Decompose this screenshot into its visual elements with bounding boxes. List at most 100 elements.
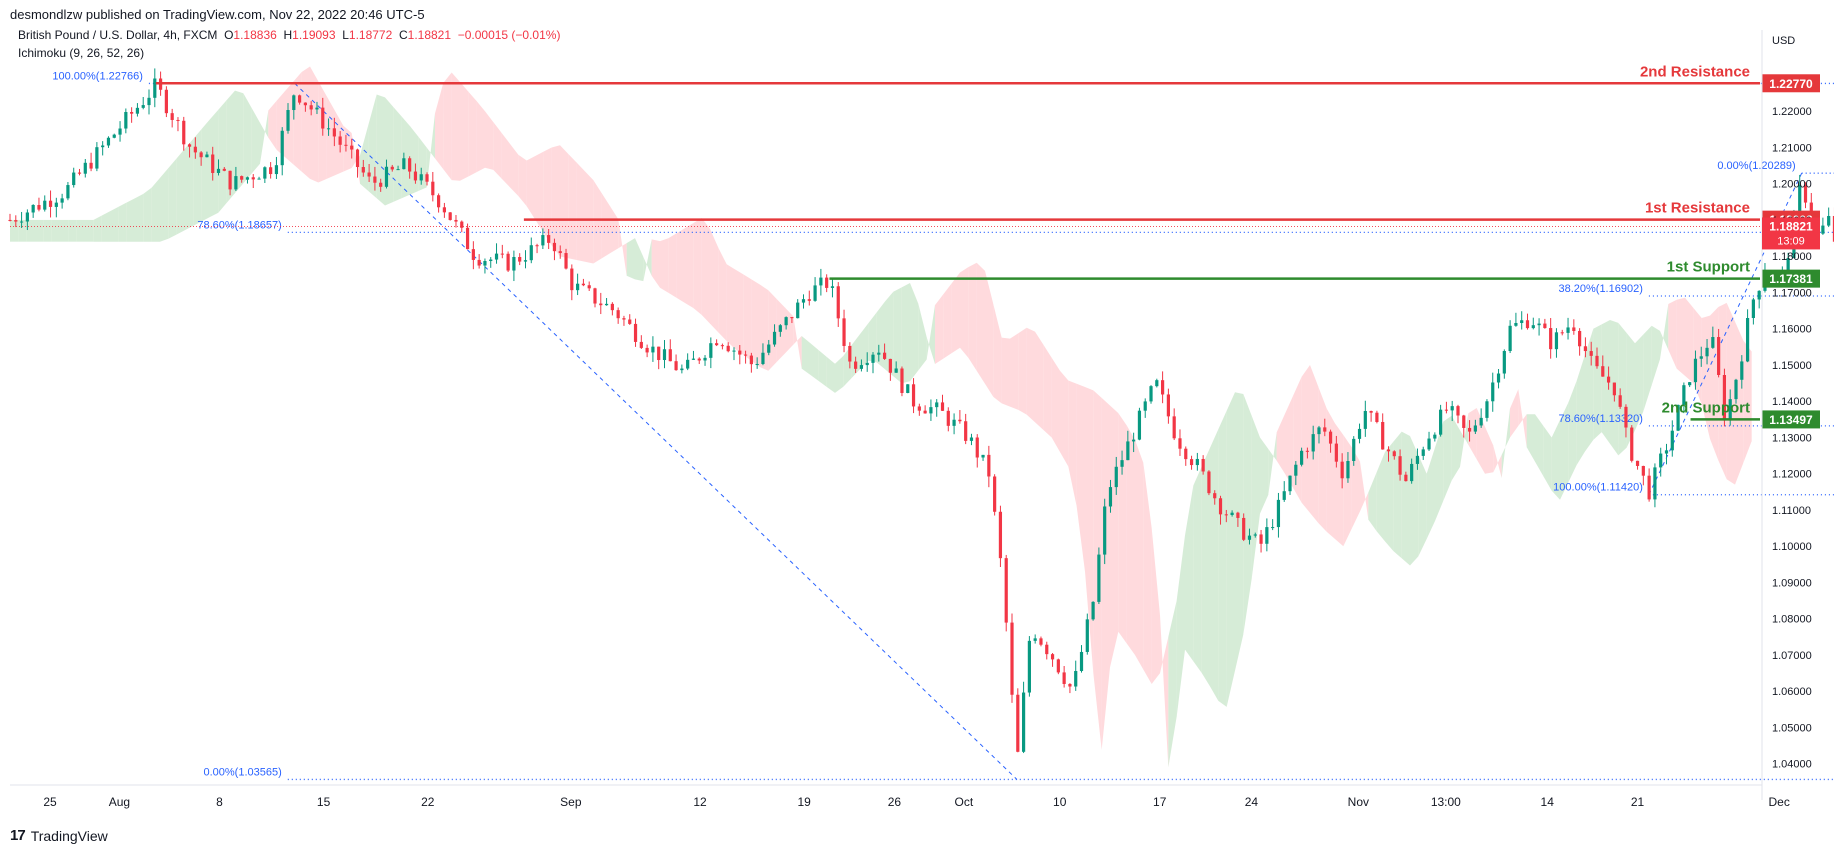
ichimoku-cloud-segment <box>143 187 152 242</box>
x-tick-label: 17 <box>1153 795 1167 809</box>
ichimoku-cloud-segment <box>293 72 302 172</box>
candle-body <box>1294 464 1298 476</box>
candle-body <box>894 368 898 373</box>
candle-body <box>25 212 29 222</box>
ichimoku-cloud-segment <box>768 290 777 371</box>
candle-body <box>257 178 261 180</box>
candle-body <box>686 359 690 369</box>
countdown-label: 13:09 <box>1777 235 1805 247</box>
ichimoku-cloud-segment <box>451 72 460 181</box>
x-tick-label: 10 <box>1053 795 1067 809</box>
x-tick-label: 21 <box>1631 795 1645 809</box>
ichimoku-cloud-segment <box>110 206 119 242</box>
tradingview-logo-icon: 17 <box>10 827 26 844</box>
candle-body <box>1253 534 1257 536</box>
ichimoku-cloud-segment <box>985 270 994 397</box>
candle-body <box>576 283 580 291</box>
candle-body <box>193 146 197 153</box>
ichimoku-cloud-segment <box>376 94 385 206</box>
ichimoku-cloud-segment <box>493 122 502 179</box>
candle-body <box>749 355 753 365</box>
candle-body <box>1161 380 1165 395</box>
candle-body <box>998 511 1003 559</box>
ichimoku-cloud-segment <box>126 198 135 242</box>
x-tick-label: 25 <box>43 795 57 809</box>
x-tick-label: Sep <box>560 795 582 809</box>
y-tick-label: 1.21000 <box>1772 142 1812 154</box>
ichimoku-cloud-segment <box>410 126 419 195</box>
candle-body <box>1050 654 1055 660</box>
y-tick-label: 1.06000 <box>1772 686 1812 698</box>
candle-body <box>1421 449 1425 456</box>
ichimoku-cloud-segment <box>960 267 969 358</box>
candle-body <box>1734 379 1738 400</box>
high-value: 1.19093 <box>292 28 336 42</box>
candle-body <box>1091 601 1095 620</box>
candle-body <box>361 167 365 173</box>
ichimoku-cloud-segment <box>1518 389 1527 448</box>
candle-body <box>1578 330 1582 347</box>
candle-body <box>726 345 730 352</box>
ichimoku-cloud-segment <box>1493 445 1502 479</box>
footer-brand[interactable]: 17 TradingView <box>10 827 108 844</box>
ichimoku-cloud-segment <box>643 239 652 282</box>
ichimoku-cloud-segment <box>635 238 644 282</box>
candle-body <box>616 310 620 319</box>
candle-body <box>523 260 528 262</box>
ichimoku-cloud-segment <box>1135 439 1144 670</box>
candle-body <box>483 261 487 266</box>
candle-body <box>1143 401 1147 411</box>
candle-body <box>923 410 927 414</box>
candle-body <box>877 352 881 355</box>
ichimoku-cloud-segment <box>1460 413 1469 467</box>
candle-body <box>1566 327 1570 333</box>
candle-body <box>1097 554 1101 602</box>
candle-body <box>437 195 441 208</box>
candle-body <box>1288 475 1292 492</box>
ichimoku-cloud-segment <box>1710 306 1719 461</box>
ichimoku-cloud-segment <box>1593 324 1602 440</box>
ichimoku-cloud-segment <box>785 307 794 354</box>
candle-body <box>48 200 53 207</box>
candle-body <box>19 221 24 223</box>
candle-body <box>558 251 562 254</box>
ichimoku-cloud-segment <box>1076 383 1085 572</box>
candle-body <box>205 154 209 158</box>
x-tick-label: 14 <box>1541 795 1555 809</box>
candle-body <box>854 361 858 369</box>
candle-body <box>384 166 389 187</box>
y-tick-label: 1.18000 <box>1772 251 1812 263</box>
fib-level-label: 100.00%(1.11420) <box>1553 482 1643 494</box>
candle-body <box>871 354 875 363</box>
y-tick-label: 1.20000 <box>1772 179 1812 191</box>
ichimoku-cloud-segment <box>201 119 210 222</box>
candle-body <box>1056 659 1060 673</box>
ichimoku-cloud-segment <box>1260 437 1269 514</box>
fib-level-label: 78.60%(1.13320) <box>1558 413 1642 425</box>
candle-body <box>755 364 759 366</box>
ichimoku-cloud-segment <box>1051 357 1060 452</box>
candle-body <box>784 317 788 326</box>
ichimoku-cloud-segment <box>1151 528 1160 684</box>
ichimoku-cloud-segment <box>1685 297 1694 384</box>
candle-body <box>911 384 916 407</box>
candle-body <box>1410 463 1414 482</box>
candle-body <box>790 317 794 319</box>
ichimoku-cloud-segment <box>835 355 844 393</box>
candle-body <box>639 341 643 348</box>
candle-body <box>1485 401 1489 418</box>
candle-body <box>396 169 400 171</box>
ichimoku-cloud-segment <box>751 279 760 368</box>
x-tick-label: Oct <box>955 795 974 809</box>
ichimoku-cloud-segment <box>218 100 227 213</box>
candle-body <box>622 318 626 320</box>
fib-level-label: 100.00%(1.22766) <box>52 70 143 82</box>
change-value: −0.00015 (−0.01%) <box>457 28 561 42</box>
ichimoku-cloud-segment <box>885 291 894 377</box>
x-tick-label: 15 <box>317 795 331 809</box>
low-label: L <box>342 28 349 42</box>
ichimoku-cloud-segment <box>1635 334 1644 431</box>
ichimoku-cloud-segment <box>76 219 85 242</box>
candle-body <box>1207 471 1211 494</box>
